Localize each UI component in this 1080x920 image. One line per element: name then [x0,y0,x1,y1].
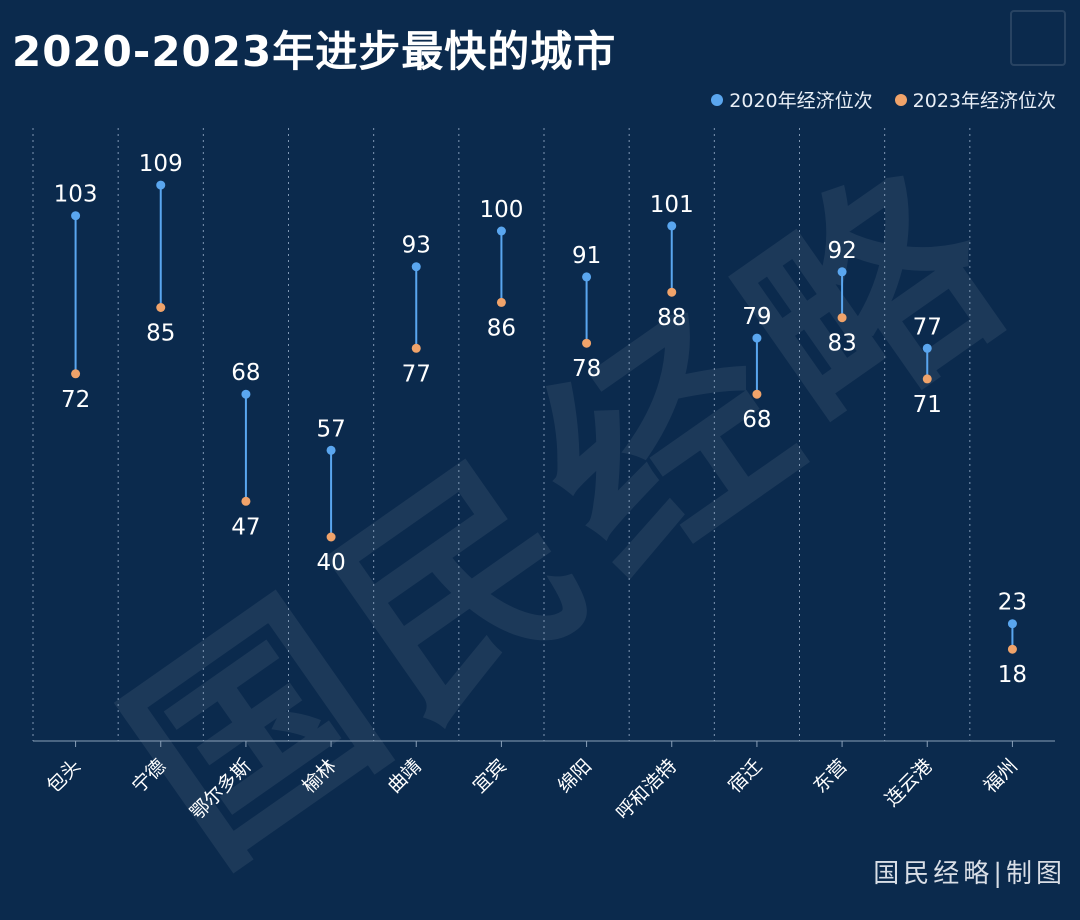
data-label-2020: 109 [139,151,183,177]
point-2020 [752,333,762,343]
point-2020 [496,226,506,236]
point-2023 [752,389,762,399]
point-2020 [837,267,847,277]
credit-label: 国民经略|制图 [873,859,1066,889]
x-tick-label: 宜宾 [469,755,511,797]
data-label-2023: 47 [231,514,260,540]
point-2023 [667,287,677,297]
point-2023 [156,303,166,312]
point-2020 [71,211,81,221]
x-tick-label: 宿迁 [724,755,766,797]
data-label-2023: 77 [402,361,431,387]
chart-title: 2020-2023年进步最快的城市 [12,27,617,76]
data-label-2020: 100 [479,197,523,223]
data-label-2020: 93 [402,233,431,259]
data-label-2020: 91 [572,243,601,269]
point-2023 [837,313,847,323]
point-2020 [326,445,336,455]
x-tick-label: 东营 [809,755,851,797]
data-label-2023: 68 [742,407,771,433]
data-label-2023: 86 [487,315,516,341]
point-2023 [582,338,592,348]
data-label-2020: 101 [650,192,694,218]
legend: 2020年经济位次 2023年经济位次 [711,86,1056,113]
point-2020 [1007,619,1017,629]
point-2020 [156,180,166,190]
x-tick-label: 福州 [980,755,1022,797]
x-tick-label: 宁德 [128,755,170,797]
data-label-2020: 92 [827,238,856,264]
point-2023 [496,297,506,307]
point-2023 [922,374,932,384]
data-label-2023: 18 [998,662,1027,688]
point-2023 [326,532,336,542]
data-label-2023: 83 [827,331,856,357]
point-2020 [922,343,932,353]
x-tick-label: 鄂尔多斯 [186,755,255,824]
x-tick-label: 榆林 [298,755,340,797]
x-tick-label: 连云港 [881,755,937,811]
legend-dot-2023-icon [894,93,907,106]
x-tick-label: 绵阳 [554,755,596,797]
point-2023 [71,369,81,379]
point-2020 [411,262,421,272]
legend-label-2020: 2020年经济位次 [729,90,873,112]
data-label-2020: 79 [742,304,771,330]
data-label-2023: 71 [913,392,942,418]
point-2023 [1007,644,1017,654]
point-2020 [582,272,592,282]
x-tick-label: 曲靖 [383,755,425,797]
data-label-2020: 57 [316,416,345,442]
point-2023 [241,496,251,506]
x-tick-label: 呼和浩特 [612,755,681,824]
legend-label-2023: 2023年经济位次 [912,90,1056,112]
data-label-2023: 78 [572,356,601,382]
legend-dot-2020-icon [711,93,724,106]
corner-logo-icon [1010,10,1066,66]
data-label-2023: 85 [146,321,175,347]
data-label-2023: 88 [657,305,686,331]
data-label-2020: 68 [231,360,260,386]
legend-item-2020: 2020年经济位次 [711,86,873,113]
data-label-2020: 23 [998,590,1027,616]
x-tick-label: 包头 [43,755,85,797]
point-2020 [667,221,677,231]
data-label-2023: 40 [316,550,345,576]
point-2020 [241,389,251,399]
data-label-2020: 77 [913,314,942,340]
legend-item-2023: 2023年经济位次 [894,86,1056,113]
point-2023 [411,343,421,353]
data-label-2020: 103 [54,182,98,208]
data-label-2023: 72 [61,387,90,413]
